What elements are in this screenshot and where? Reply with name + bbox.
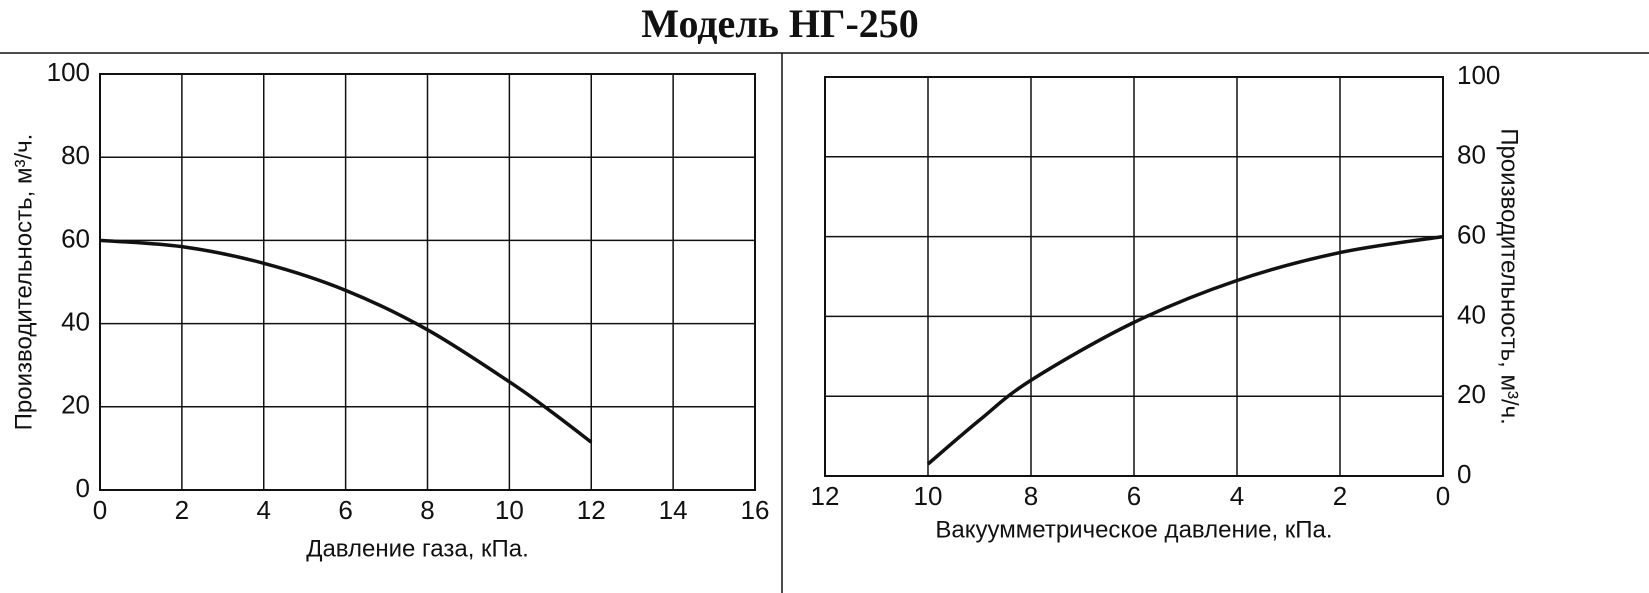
- y-tick-label: 40: [61, 306, 90, 336]
- x-tick-label: 2: [1333, 481, 1347, 511]
- y-tick-label: 80: [61, 140, 90, 170]
- y-axis-label: Производительность, м³/ч.: [10, 134, 37, 431]
- page-title: Модель НГ-250: [641, 1, 919, 46]
- x-tick-label: 8: [420, 495, 434, 525]
- x-tick-label: 14: [659, 495, 688, 525]
- y-tick-label: 60: [1457, 219, 1486, 249]
- x-tick-label: 16: [741, 495, 770, 525]
- plot-frame: [99, 73, 756, 491]
- x-tick-label: 0: [1436, 481, 1450, 511]
- y-tick-label: 0: [76, 473, 90, 503]
- x-tick-label: 4: [257, 495, 271, 525]
- curve: [926, 234, 1444, 466]
- x-tick-label: 6: [338, 495, 352, 525]
- y-tick-label: 20: [1457, 379, 1486, 409]
- y-tick-label: 100: [47, 57, 90, 87]
- x-tick-label: 4: [1230, 481, 1244, 511]
- x-axis-label: Давление газа, кПа.: [306, 535, 529, 562]
- x-tick-label: 12: [577, 495, 606, 525]
- x-tick-label: 12: [811, 481, 840, 511]
- x-tick-label: 8: [1024, 481, 1038, 511]
- x-tick-label: 10: [495, 495, 524, 525]
- x-axis-label: Вакуумметрическое давление, кПа.: [935, 516, 1332, 543]
- y-tick-label: 100: [1457, 60, 1500, 90]
- x-tick-label: 10: [914, 481, 943, 511]
- x-tick-label: 0: [93, 495, 107, 525]
- x-tick-label: 6: [1127, 481, 1141, 511]
- y-tick-label: 80: [1457, 140, 1486, 170]
- y-tick-label: 40: [1457, 299, 1486, 329]
- y-tick-label: 60: [61, 223, 90, 253]
- curve: [99, 238, 593, 444]
- plot-frame: [824, 76, 1444, 477]
- y-tick-label: 0: [1457, 459, 1471, 489]
- y-tick-label: 20: [61, 390, 90, 420]
- y-axis-label: Производительность, м³/ч.: [1496, 128, 1523, 425]
- x-tick-label: 2: [175, 495, 189, 525]
